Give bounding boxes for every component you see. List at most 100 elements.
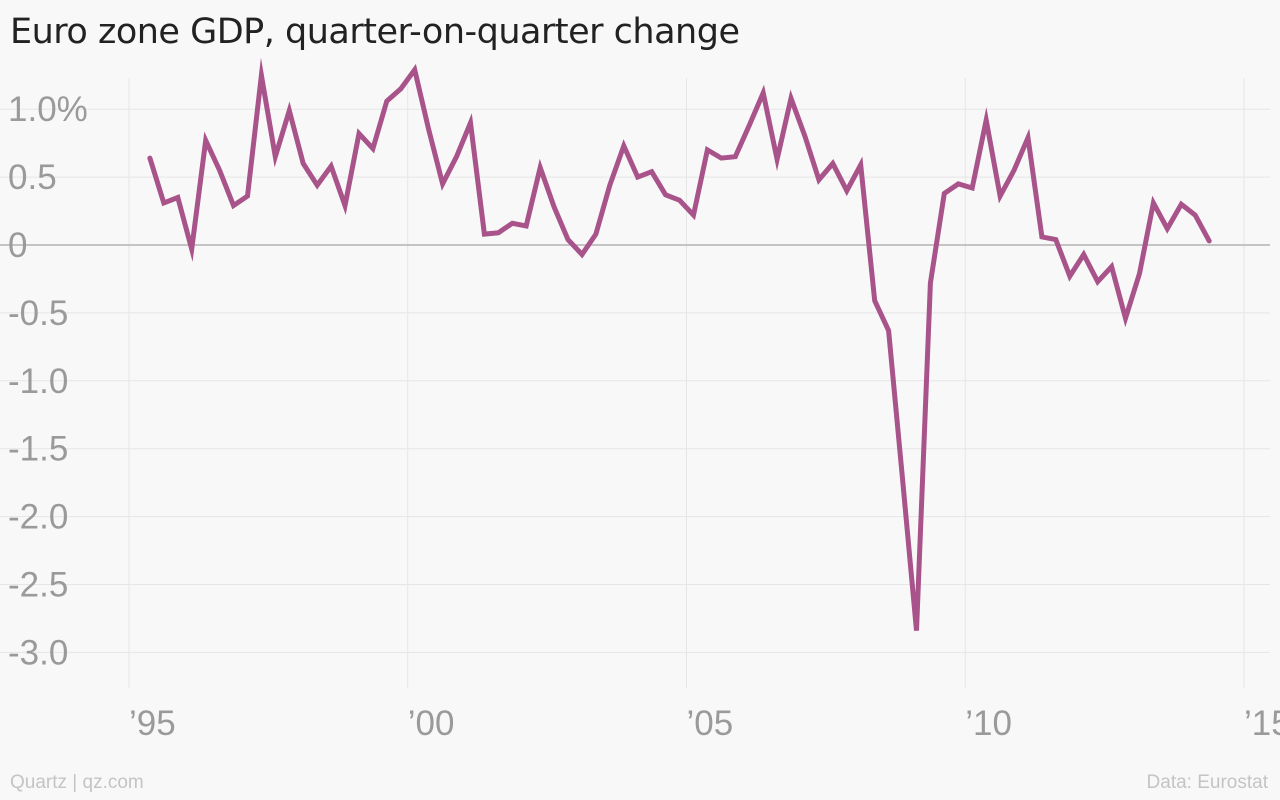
data-point bbox=[872, 298, 877, 303]
series-layer bbox=[147, 57, 1212, 633]
data-point bbox=[371, 146, 376, 151]
data-point bbox=[970, 186, 975, 191]
data-point bbox=[482, 232, 487, 237]
x-tick-label: ’15 bbox=[1244, 704, 1280, 743]
data-point bbox=[1067, 274, 1072, 279]
data-point bbox=[203, 138, 208, 143]
data-point bbox=[1179, 202, 1184, 207]
x-tick-label: ’95 bbox=[129, 704, 176, 743]
data-point bbox=[454, 154, 459, 159]
data-point bbox=[580, 252, 585, 257]
footer-source: Data: Eurostat bbox=[1146, 772, 1268, 793]
data-point bbox=[1053, 237, 1058, 242]
data-point bbox=[998, 194, 1003, 199]
data-point bbox=[148, 156, 153, 161]
y-tick-label: 0 bbox=[8, 226, 27, 265]
data-point bbox=[189, 247, 194, 252]
data-point bbox=[677, 198, 682, 203]
data-point bbox=[635, 175, 640, 180]
data-point bbox=[621, 144, 626, 149]
data-point bbox=[1040, 235, 1045, 240]
data-point bbox=[1012, 168, 1017, 173]
chart-title: Euro zone GDP, quarter-on-quarter change bbox=[10, 12, 740, 52]
y-tick-label: -0.5 bbox=[8, 294, 68, 333]
data-point bbox=[343, 203, 348, 208]
x-axis-tick-labels: ’95 ’00 ’05 ’10 ’15 bbox=[129, 704, 1280, 743]
y-tick-label: 1.0% bbox=[8, 90, 88, 129]
data-point bbox=[524, 224, 529, 229]
data-point bbox=[538, 165, 543, 170]
data-point bbox=[942, 191, 947, 196]
data-point bbox=[886, 328, 891, 333]
data-point bbox=[384, 99, 389, 104]
vertical-gridlines bbox=[128, 78, 1245, 688]
data-point bbox=[649, 169, 654, 174]
x-tick-label: ’00 bbox=[408, 704, 455, 743]
data-point bbox=[566, 237, 571, 242]
data-point bbox=[217, 168, 222, 173]
data-point bbox=[175, 195, 180, 200]
data-point bbox=[245, 194, 250, 199]
data-point bbox=[259, 73, 264, 78]
data-point bbox=[1081, 252, 1086, 257]
data-point bbox=[1207, 239, 1212, 244]
data-point bbox=[984, 118, 989, 123]
data-point bbox=[412, 67, 417, 72]
data-point bbox=[691, 213, 696, 218]
data-point bbox=[844, 188, 849, 193]
data-point bbox=[468, 120, 473, 125]
data-point bbox=[858, 163, 863, 168]
data-point bbox=[789, 96, 794, 101]
footer-credit: Quartz | qz.com bbox=[10, 772, 144, 793]
y-tick-label: -1.0 bbox=[8, 362, 68, 401]
data-point bbox=[301, 161, 306, 166]
data-point bbox=[705, 148, 710, 153]
data-point bbox=[357, 131, 362, 136]
data-point bbox=[956, 182, 961, 187]
data-point bbox=[329, 164, 334, 169]
data-point bbox=[426, 127, 431, 132]
data-point bbox=[1193, 213, 1198, 218]
series-line-gdp bbox=[147, 57, 1212, 631]
data-point bbox=[440, 182, 445, 187]
y-axis-tick-labels: 1.0% 0.5 0 -0.5 -1.0 -1.5 -2.0 -2.5 -3.0 bbox=[8, 90, 88, 672]
data-point bbox=[1137, 271, 1142, 276]
y-tick-label: -2.0 bbox=[8, 498, 68, 537]
data-point bbox=[552, 205, 557, 210]
y-tick-label: 0.5 bbox=[8, 158, 57, 197]
data-point bbox=[231, 203, 236, 208]
y-tick-label: -3.0 bbox=[8, 633, 68, 672]
data-point bbox=[719, 156, 724, 161]
data-point bbox=[315, 183, 320, 188]
data-point bbox=[761, 91, 766, 96]
data-point bbox=[928, 281, 933, 286]
data-point bbox=[803, 134, 808, 139]
data-point bbox=[161, 201, 166, 206]
data-point bbox=[1165, 226, 1170, 231]
horizontal-gridlines bbox=[0, 108, 1270, 653]
data-point bbox=[1123, 316, 1128, 321]
data-point bbox=[817, 177, 822, 182]
data-point bbox=[607, 183, 612, 188]
data-point bbox=[914, 628, 919, 633]
data-point bbox=[510, 221, 515, 226]
x-tick-label: ’10 bbox=[965, 704, 1012, 743]
data-point bbox=[900, 476, 905, 481]
data-point bbox=[733, 154, 738, 159]
data-point bbox=[663, 192, 668, 197]
data-point bbox=[747, 123, 752, 128]
x-tick-label: ’05 bbox=[687, 704, 734, 743]
data-point bbox=[287, 108, 292, 113]
data-point bbox=[273, 154, 278, 159]
data-point bbox=[775, 157, 780, 162]
data-point bbox=[1095, 279, 1100, 284]
data-point bbox=[496, 230, 501, 235]
data-point bbox=[594, 232, 599, 237]
data-point bbox=[830, 161, 835, 166]
data-point bbox=[1151, 201, 1156, 206]
data-point bbox=[1109, 264, 1114, 269]
y-tick-label: -1.5 bbox=[8, 430, 68, 469]
data-point bbox=[1026, 135, 1031, 140]
